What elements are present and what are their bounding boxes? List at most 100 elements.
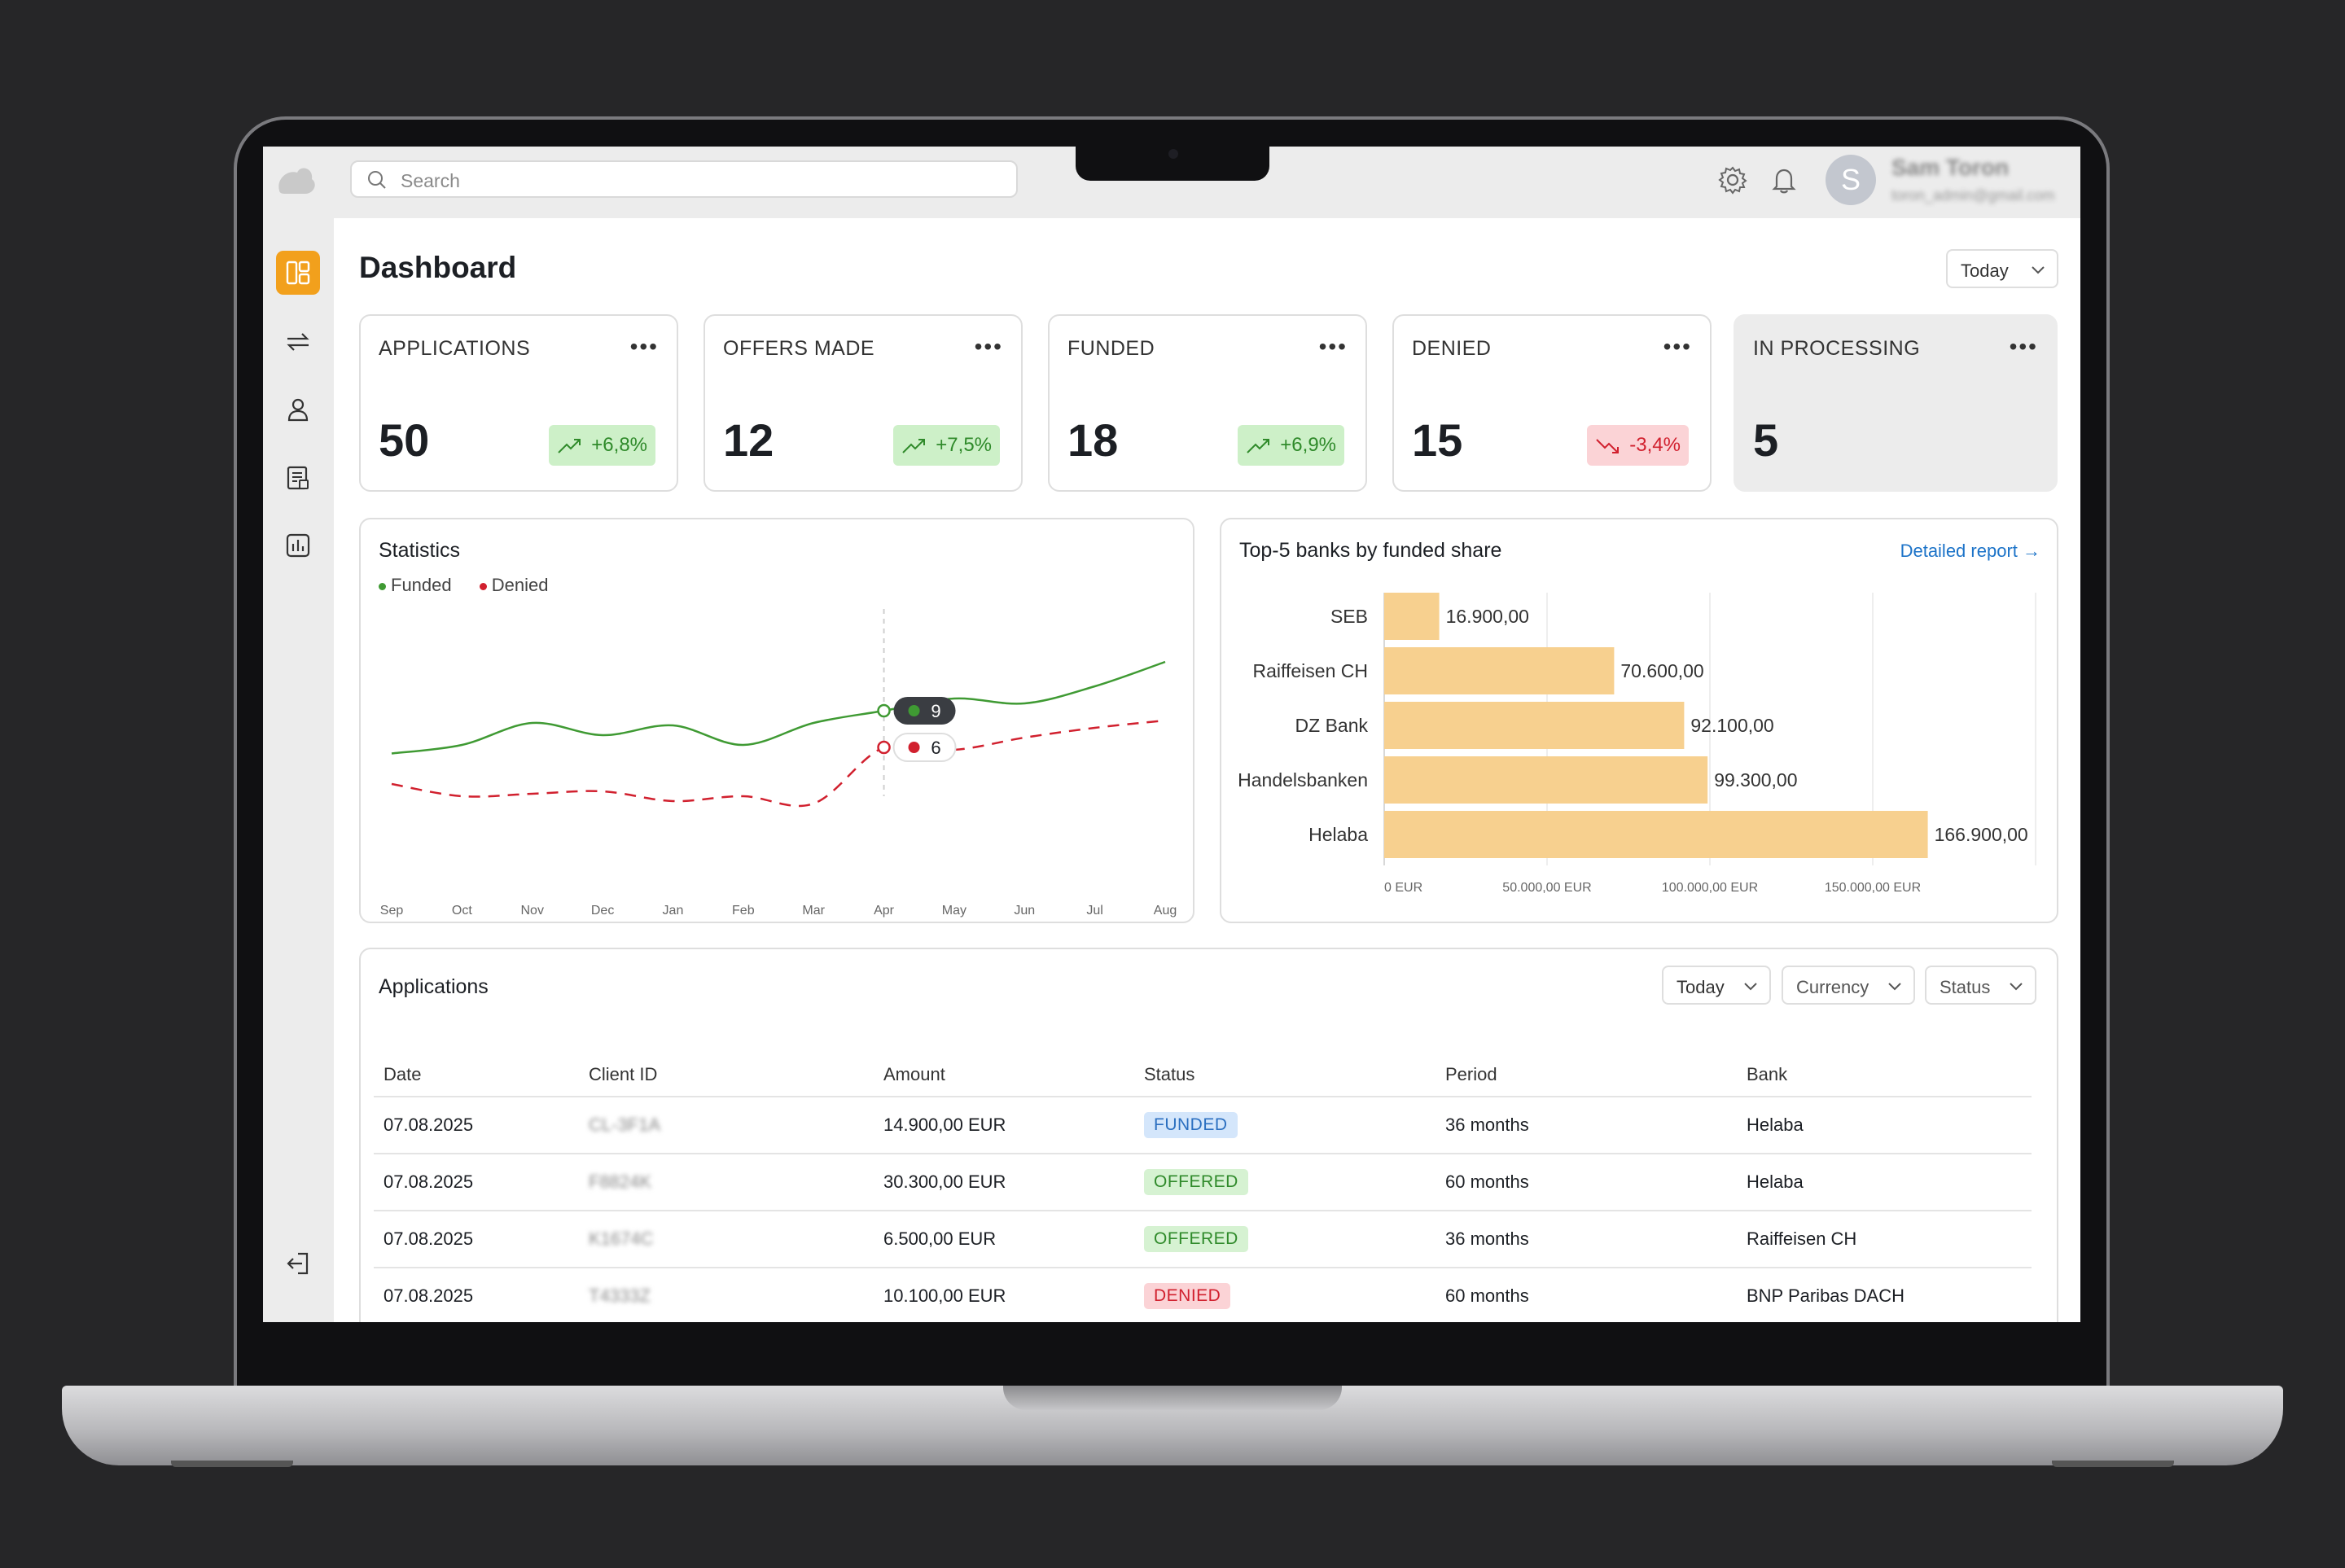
- status-badge: OFFERED: [1144, 1169, 1248, 1195]
- more-icon[interactable]: •••: [629, 334, 659, 359]
- user-name: Sam Toron: [1891, 155, 2010, 180]
- cell-date: 07.08.2025: [374, 1211, 579, 1268]
- legend-label-denied: Denied: [491, 575, 549, 595]
- sidebar-item-documents[interactable]: [276, 456, 320, 500]
- y-tick-label: Raiffeisen CH: [1253, 660, 1368, 681]
- tooltip-dot: [908, 742, 920, 753]
- status-badge: FUNDED: [1144, 1112, 1238, 1138]
- cell-status: OFFERED: [1134, 1211, 1435, 1268]
- y-tick-label: DZ Bank: [1295, 715, 1369, 736]
- bar-value-label: 70.600,00: [1620, 660, 1703, 681]
- sidebar-item-transfers[interactable]: [276, 320, 320, 364]
- cell-client-id: CL-3F1A: [579, 1097, 874, 1154]
- cell-amount: 14.900,00 EUR: [874, 1097, 1134, 1154]
- status-badge: DENIED: [1144, 1283, 1231, 1309]
- bell-icon[interactable]: [1769, 164, 1799, 195]
- chevron-down-icon: [1744, 983, 1757, 991]
- filter-currency-dropdown[interactable]: Currency: [1782, 966, 1915, 1005]
- search-placeholder: Search: [401, 170, 460, 191]
- filter-label: Status: [1940, 977, 1991, 997]
- kpi-card-funded[interactable]: FUNDED ••• 18 +6,9%: [1048, 314, 1367, 492]
- search-input[interactable]: Search: [350, 160, 1018, 198]
- bar: [1384, 647, 1615, 694]
- cell-bank: Helaba: [1737, 1154, 2032, 1211]
- column-header-status[interactable]: Status: [1134, 1053, 1435, 1097]
- bar-value-label: 166.900,00: [1935, 824, 2028, 845]
- avatar[interactable]: S: [1826, 155, 1876, 205]
- banks-bar-chart: SEB 16.900,00 Raiffeisen CH 70.600,00 DZ Ban…: [1238, 593, 2036, 895]
- cell-date: 07.08.2025: [374, 1097, 579, 1154]
- cell-status: DENIED: [1134, 1268, 1435, 1322]
- bar-value-label: 16.900,00: [1446, 606, 1529, 627]
- sidebar-item-reports[interactable]: [276, 523, 320, 567]
- kpi-change: +7,5%: [936, 434, 992, 456]
- chevron-down-icon: [2032, 266, 2045, 274]
- x-tick-label: May: [942, 904, 966, 918]
- cell-period: 36 months: [1435, 1097, 1737, 1154]
- cell-bank: Helaba: [1737, 1097, 2032, 1154]
- status-badge: OFFERED: [1144, 1226, 1248, 1252]
- x-tick-label: Jul: [1086, 904, 1102, 918]
- kpi-change-badge: +7,5%: [893, 425, 1000, 466]
- cell-amount: 10.100,00 EUR: [874, 1268, 1134, 1322]
- table-row[interactable]: 07.08.2025 CL-3F1A 14.900,00 EUR FUNDED …: [374, 1097, 2032, 1154]
- more-icon[interactable]: •••: [1663, 334, 1692, 359]
- filter-date-dropdown[interactable]: Today: [1662, 966, 1771, 1005]
- series-line-denied: [391, 719, 1166, 808]
- trend-up-icon: [902, 438, 926, 453]
- kpi-label: OFFERS MADE: [723, 337, 875, 360]
- table-row[interactable]: 07.08.2025 K1674C 6.500,00 EUR OFFERED 3…: [374, 1211, 2032, 1268]
- kpi-value: 12: [723, 414, 774, 466]
- legend-label-funded: Funded: [391, 575, 452, 595]
- tooltip-bg: [892, 733, 957, 762]
- table-row[interactable]: 07.08.2025 T4333Z 10.100,00 EUR DENIED 6…: [374, 1268, 2032, 1322]
- cell-period: 60 months: [1435, 1268, 1737, 1322]
- statistics-line-chart[interactable]: Sep Oct Nov Dec Jan Feb Mar Apr May Jun Jul Aug 9 6: [361, 609, 1193, 918]
- user-email: toron_admin@gmail.com: [1891, 187, 2055, 204]
- logout-button[interactable]: [276, 1242, 320, 1285]
- chevron-down-icon: [1888, 983, 1901, 991]
- column-header-client-id[interactable]: Client ID: [579, 1053, 874, 1097]
- filter-label: Today: [1677, 977, 1725, 997]
- kpi-change-badge: +6,9%: [1238, 425, 1344, 466]
- sidebar-item-users[interactable]: [276, 388, 320, 431]
- statistics-legend: Funded Denied: [379, 575, 548, 596]
- kpi-value: 18: [1067, 414, 1119, 466]
- kpi-card-offers-made[interactable]: OFFERS MADE ••• 12 +7,5%: [704, 314, 1023, 492]
- dashboard-icon: [286, 261, 310, 285]
- tooltip-value: 6: [931, 738, 940, 758]
- kpi-card-applications[interactable]: APPLICATIONS ••• 50 +6,8%: [359, 314, 678, 492]
- cell-client-id: K1674C: [579, 1211, 874, 1268]
- tooltip-dot: [908, 705, 920, 716]
- bar-chart-icon: [286, 533, 310, 558]
- kpi-change: +6,8%: [591, 434, 647, 456]
- kpi-change-badge: -3,4%: [1587, 425, 1689, 466]
- table-header-row: Date Client ID Amount Status Period Bank: [374, 1053, 2032, 1097]
- sidebar-item-dashboard[interactable]: [276, 251, 320, 295]
- kpi-change-badge: +6,8%: [549, 425, 655, 466]
- x-tick-label: Nov: [521, 904, 544, 918]
- search-icon: [368, 171, 386, 189]
- more-icon[interactable]: •••: [974, 334, 1003, 359]
- detailed-report-link[interactable]: Detailed report →: [1900, 541, 2040, 561]
- table-row[interactable]: 07.08.2025 F8824K 30.300,00 EUR OFFERED …: [374, 1154, 2032, 1211]
- kpi-label: FUNDED: [1067, 337, 1155, 360]
- gear-icon[interactable]: [1717, 164, 1748, 195]
- column-header-date[interactable]: Date: [374, 1053, 579, 1097]
- filter-status-dropdown[interactable]: Status: [1925, 966, 2036, 1005]
- cell-client-id: F8824K: [579, 1154, 874, 1211]
- filter-label: Currency: [1796, 977, 1869, 997]
- more-icon[interactable]: •••: [2009, 334, 2038, 359]
- kpi-card-in-processing[interactable]: IN PROCESSING ••• 5: [1734, 314, 2058, 492]
- more-icon[interactable]: •••: [1318, 334, 1348, 359]
- statistics-card: Statistics Funded Denied Sep Oct Nov Dec Jan…: [359, 518, 1194, 923]
- column-header-bank[interactable]: Bank: [1737, 1053, 2032, 1097]
- column-header-amount[interactable]: Amount: [874, 1053, 1134, 1097]
- cell-period: 36 months: [1435, 1211, 1737, 1268]
- y-tick-label: Handelsbanken: [1238, 769, 1368, 791]
- period-dropdown[interactable]: Today: [1946, 249, 2058, 288]
- x-tick-label: 0 EUR: [1384, 881, 1422, 895]
- column-header-period[interactable]: Period: [1435, 1053, 1737, 1097]
- kpi-label: IN PROCESSING: [1753, 337, 1921, 360]
- kpi-card-denied[interactable]: DENIED ••• 15 -3,4%: [1392, 314, 1712, 492]
